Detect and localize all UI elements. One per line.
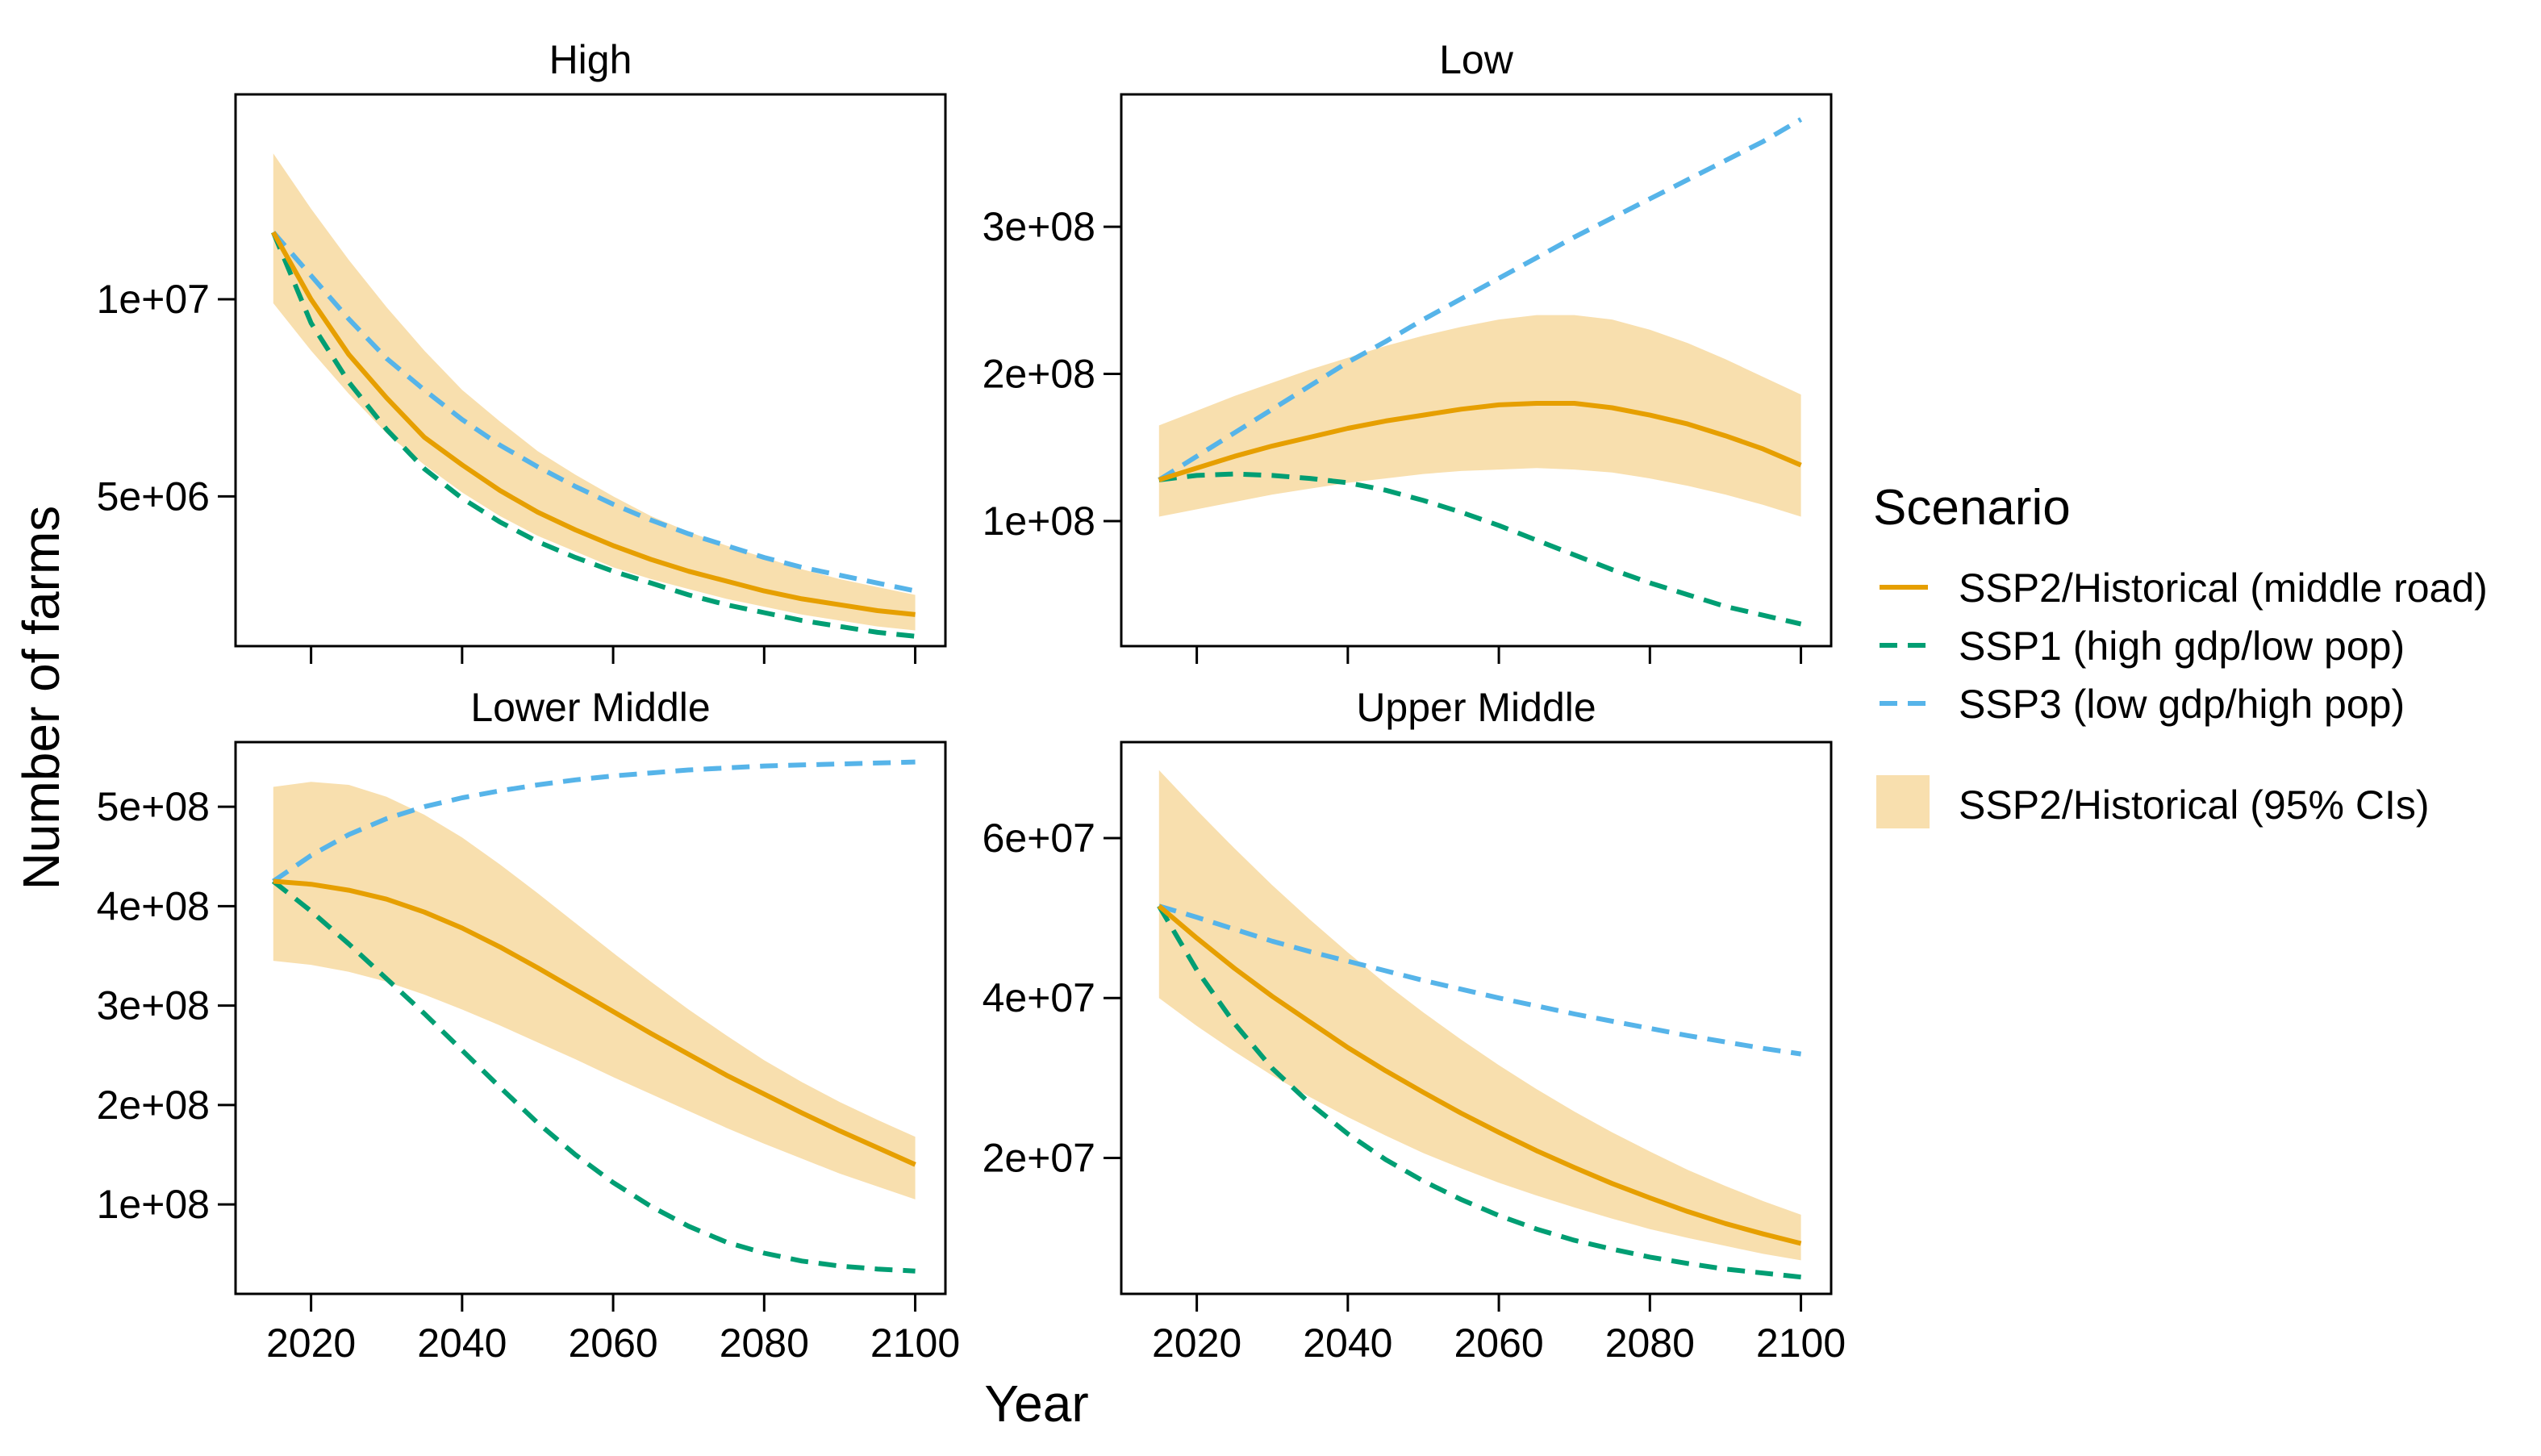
panel-upper-middle: Upper Middle 2e+07 4e+07 6e+07 2020 2040 2060 2…	[983, 685, 1846, 1366]
y-tick-label: 3e+08	[983, 204, 1095, 249]
y-tick-label: 1e+08	[983, 499, 1095, 544]
ci-band	[273, 782, 916, 1199]
x-axis-title: Year	[984, 1375, 1088, 1433]
panel-frame	[234, 93, 947, 648]
panel-high: High 5e+06 1e+07	[97, 37, 947, 664]
legend-entry-label: SSP3 (low gdp/high pop)	[1959, 682, 2405, 727]
ssp3-line	[1158, 903, 1802, 1057]
y-tick-label: 6e+07	[983, 816, 1095, 861]
x-tick-label: 2040	[1303, 1320, 1392, 1366]
panel-title: Low	[1439, 37, 1514, 82]
x-tick-label: 2100	[870, 1320, 960, 1366]
ssp1-line	[1158, 471, 1802, 627]
ssp1-line	[271, 879, 916, 1274]
ci-band	[1158, 315, 1801, 517]
panel-title: Lower Middle	[470, 685, 710, 730]
x-tick-label: 2020	[1152, 1320, 1241, 1366]
y-tick-label: 4e+08	[97, 883, 210, 928]
y-tick-label: 2e+08	[983, 352, 1095, 397]
x-tick-label: 2020	[266, 1320, 356, 1366]
y-tick-label: 3e+08	[97, 983, 210, 1028]
legend: Scenario SSP2/Historical (middle road) SSP…	[1873, 480, 2488, 828]
x-tick-label: 2060	[1454, 1320, 1543, 1366]
ssp2-line	[1157, 903, 1802, 1246]
x-tick-label: 2060	[568, 1320, 657, 1366]
ci-band	[1158, 770, 1801, 1261]
x-tick-label: 2040	[417, 1320, 507, 1366]
ssp3-line	[1158, 117, 1803, 482]
ssp3-line	[272, 759, 916, 883]
y-tick-label: 2e+08	[97, 1083, 210, 1128]
panel-title: Upper Middle	[1356, 685, 1596, 730]
y-tick-label: 1e+07	[97, 277, 210, 322]
y-tick-label: 1e+08	[97, 1182, 210, 1227]
x-tick-label: 2080	[1605, 1320, 1695, 1366]
panel-lower-middle: Lower Middle 1e+08 2e+08 3e+08 4e+08 5e+08 202…	[97, 685, 961, 1366]
legend-entry-label: SSP2/Historical (95% CIs)	[1959, 782, 2430, 828]
ssp2-line	[1158, 401, 1802, 482]
legend-entry-label: SSP1 (high gdp/low pop)	[1959, 624, 2405, 669]
y-tick-label: 4e+07	[983, 975, 1095, 1020]
y-tick-label: 5e+08	[97, 784, 210, 829]
x-tick-label: 2100	[1756, 1320, 1846, 1366]
ci-band	[273, 153, 916, 631]
legend-key-band	[1876, 775, 1930, 828]
panel-frame	[234, 741, 947, 1295]
legend-title: Scenario	[1873, 480, 2071, 536]
ssp2-line	[271, 231, 916, 617]
y-tick-label: 5e+06	[97, 474, 210, 519]
y-tick-label: 2e+07	[983, 1135, 1095, 1180]
panel-low: Low 1e+08 2e+08 3e+08	[983, 37, 1833, 664]
panel-frame	[1120, 741, 1833, 1295]
ssp2-line	[273, 878, 916, 1167]
x-tick-label: 2080	[720, 1320, 809, 1366]
panel-title: High	[549, 37, 632, 82]
y-axis-title: Number of farms	[12, 506, 70, 891]
panel-frame	[1120, 93, 1833, 648]
legend-entry-label: SSP2/Historical (middle road)	[1959, 565, 2488, 611]
